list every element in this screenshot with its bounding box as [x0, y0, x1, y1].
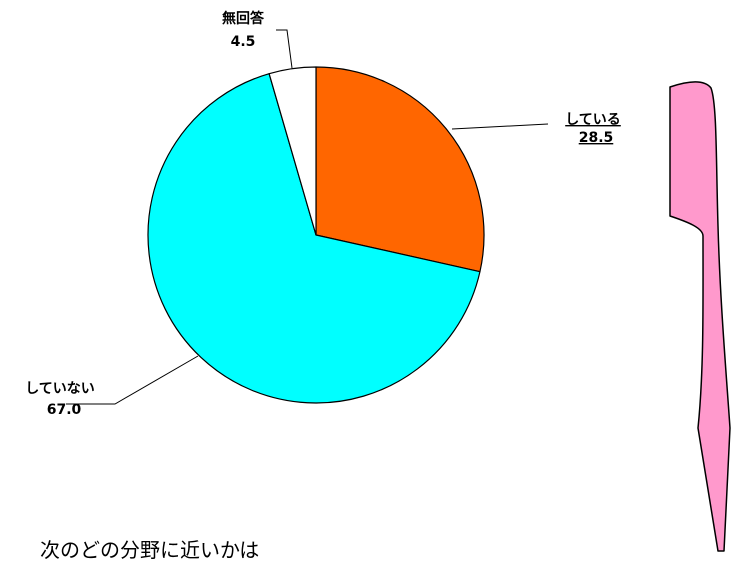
leader-line-mukaitou [276, 29, 293, 69]
caption-text: 次のどの分野に近いかは [40, 538, 260, 562]
pie-slice-shiteinai [147, 73, 481, 404]
down-arrow-shape [669, 81, 731, 552]
leader-line-shiteinai [66, 355, 199, 405]
pie-slice-shiteiru [315, 66, 485, 273]
slice-label-shiteiru: している [565, 112, 621, 128]
slice-label-group: している 28.5 していない 67.0 無回答 4.5 [25, 10, 621, 418]
slice-value-mukaitou: 4.5 [231, 34, 256, 50]
slice-label-mukaitou: 無回答 [222, 10, 265, 27]
pie-chart [147, 66, 485, 404]
slice-value-shiteiru: 28.5 [579, 130, 614, 146]
slice-label-shiteinai: していない [25, 381, 95, 397]
leader-line-shiteiru [451, 123, 549, 130]
pie-slice-mukaitou [268, 66, 317, 236]
slice-value-shiteinai: 67.0 [47, 402, 82, 418]
